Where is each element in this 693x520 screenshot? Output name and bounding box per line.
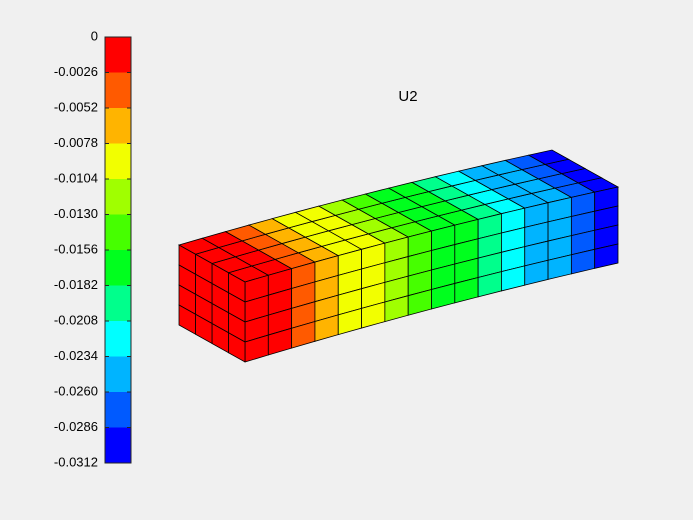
colorbar-tick-label: -0.0078 [54,135,98,150]
chart-title: U2 [398,88,417,105]
colorbar-tick-label: -0.0026 [54,64,98,79]
colorbar-tick-label: 0 [91,28,98,43]
mesh-cell [178,304,196,335]
mesh-cell [527,149,570,165]
colorbar-band [105,392,131,428]
colorbar-band [105,427,131,463]
colorbar-tick-label: -0.0182 [54,277,98,292]
colorbar-band [105,143,131,179]
mesh [177,149,620,363]
colorbar-tick-label: -0.0208 [54,312,98,327]
colorbar-band [105,108,131,144]
colorbar-band [105,321,131,357]
colorbar-band [105,179,131,215]
colorbar-tick-label: -0.0286 [54,419,98,434]
colorbar-tick-label: -0.0312 [54,454,98,469]
colorbar-tick-label: -0.0156 [54,241,98,256]
colorbar-band [105,214,131,250]
colorbar-band [105,37,131,73]
colorbar-band [105,356,131,392]
colorbar-tick-label: -0.0052 [54,99,98,114]
colorbar-tick-label: -0.0104 [54,170,98,185]
colorbar-band [105,72,131,108]
colorbar-tick-label: -0.0260 [54,383,98,398]
mesh-cell [594,243,619,269]
colorbar-tick-label: -0.0130 [54,206,98,221]
colorbar-band [105,285,131,321]
colorbar-tick-label: -0.0234 [54,348,98,363]
colorbar-band [105,250,131,286]
